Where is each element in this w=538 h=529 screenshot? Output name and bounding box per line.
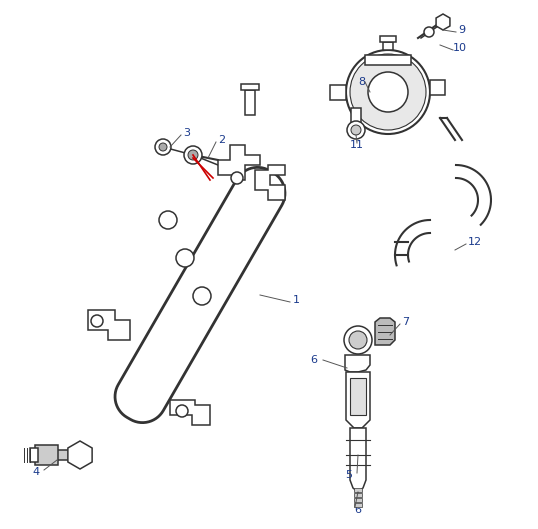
Polygon shape	[430, 80, 445, 95]
Circle shape	[184, 146, 202, 164]
Circle shape	[347, 121, 365, 139]
Text: 10: 10	[453, 43, 467, 53]
Polygon shape	[380, 36, 396, 42]
Polygon shape	[436, 14, 450, 30]
Polygon shape	[354, 503, 362, 507]
Polygon shape	[35, 445, 58, 465]
Polygon shape	[255, 165, 285, 200]
Polygon shape	[365, 55, 411, 65]
Circle shape	[155, 139, 171, 155]
Polygon shape	[241, 84, 259, 90]
Circle shape	[193, 287, 211, 305]
Polygon shape	[345, 355, 370, 372]
Text: 8: 8	[358, 77, 365, 87]
Circle shape	[188, 150, 198, 160]
Polygon shape	[68, 441, 92, 469]
Polygon shape	[88, 310, 130, 340]
Polygon shape	[330, 85, 346, 100]
Polygon shape	[354, 488, 362, 492]
Polygon shape	[354, 493, 362, 497]
Circle shape	[231, 172, 243, 184]
Text: 6: 6	[354, 505, 361, 515]
Circle shape	[368, 72, 408, 112]
Circle shape	[351, 125, 361, 135]
Polygon shape	[375, 318, 395, 345]
Circle shape	[344, 326, 372, 354]
Circle shape	[346, 50, 430, 134]
Polygon shape	[55, 450, 80, 460]
Text: 12: 12	[468, 237, 482, 247]
Polygon shape	[30, 448, 38, 462]
Text: 5: 5	[345, 470, 352, 480]
Circle shape	[350, 54, 426, 130]
Text: 1: 1	[293, 295, 300, 305]
Polygon shape	[350, 378, 366, 415]
Polygon shape	[351, 108, 361, 130]
Text: 6: 6	[310, 355, 317, 365]
Polygon shape	[350, 428, 366, 492]
Circle shape	[159, 211, 177, 229]
Circle shape	[349, 331, 367, 349]
Polygon shape	[354, 498, 362, 502]
Polygon shape	[383, 42, 393, 50]
Polygon shape	[346, 372, 370, 428]
Text: 4: 4	[32, 467, 39, 477]
Text: 2: 2	[218, 135, 225, 145]
Circle shape	[424, 27, 434, 37]
Text: 9: 9	[458, 25, 465, 35]
Text: 3: 3	[183, 128, 190, 138]
Circle shape	[91, 315, 103, 327]
Polygon shape	[245, 90, 255, 115]
Polygon shape	[218, 145, 260, 180]
Circle shape	[159, 143, 167, 151]
Polygon shape	[115, 167, 285, 423]
Circle shape	[176, 249, 194, 267]
Text: 7: 7	[402, 317, 409, 327]
Text: 11: 11	[350, 140, 364, 150]
Circle shape	[176, 405, 188, 417]
Polygon shape	[170, 400, 210, 425]
